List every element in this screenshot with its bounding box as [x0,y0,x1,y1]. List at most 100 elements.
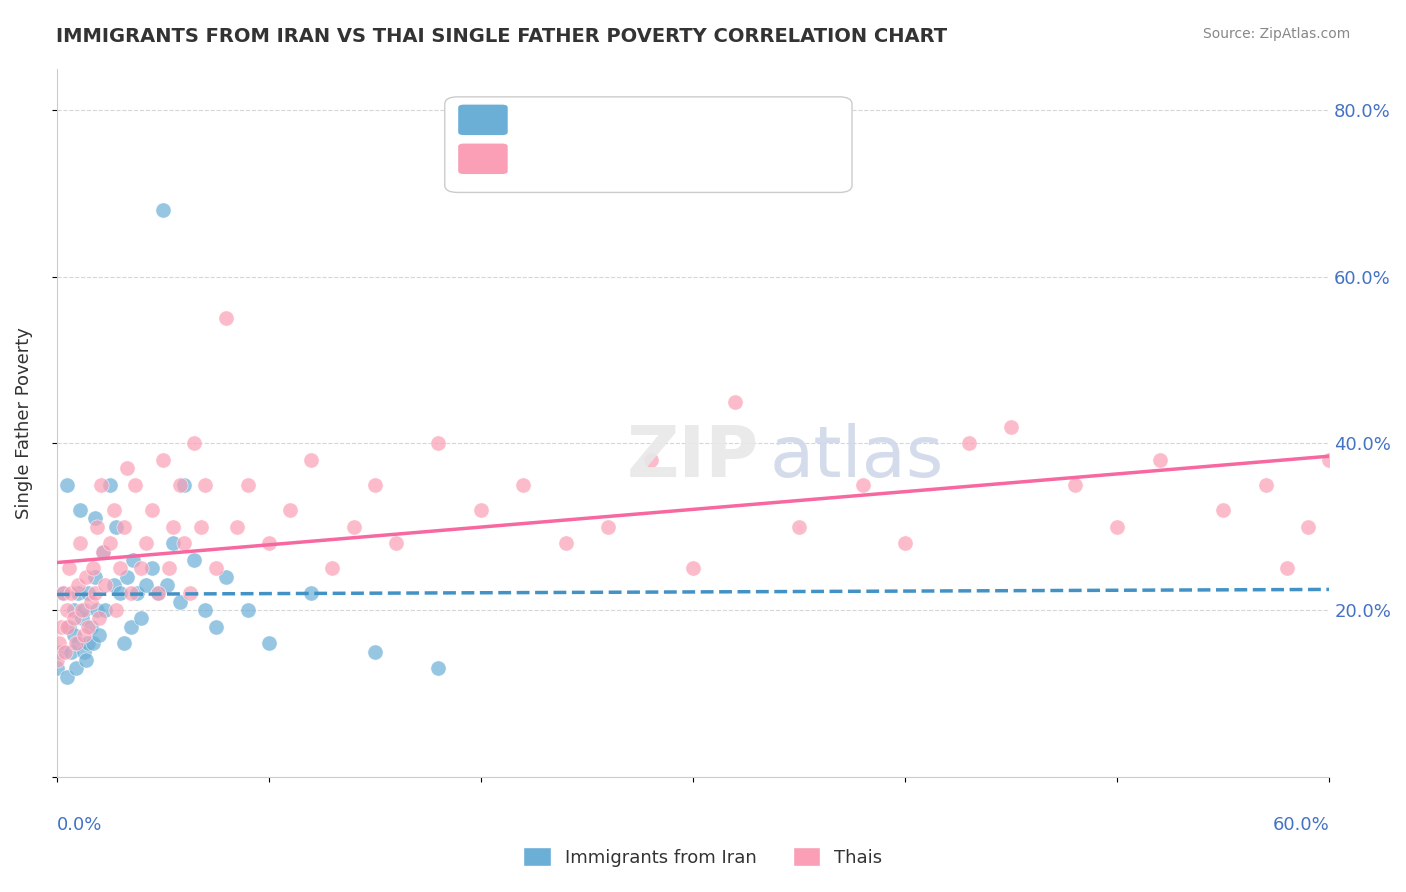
Text: N = 54: N = 54 [661,111,728,128]
Point [257,536,280,550]
Point [1063,478,1085,492]
Point [427,436,450,450]
Point [66,578,89,592]
Point [87,628,110,642]
Point [56,603,79,617]
Point [257,636,280,650]
Point [114,519,136,533]
Point [1403,478,1406,492]
Point [66,586,89,600]
Point [83,570,105,584]
Point [640,453,662,467]
Point [1361,228,1384,243]
Point [173,478,195,492]
Point [94,578,117,592]
Point [83,511,105,525]
Point [179,586,201,600]
Point [1317,453,1340,467]
Point [94,603,117,617]
Point [183,553,205,567]
Point [299,453,322,467]
Point [77,636,100,650]
Point [169,595,191,609]
Legend: Immigrants from Iran, Thais: Immigrants from Iran, Thais [516,840,890,874]
Point [194,478,217,492]
Point [79,595,101,609]
Point [512,478,534,492]
Point [73,628,96,642]
FancyBboxPatch shape [457,143,509,175]
Point [364,645,387,659]
Point [215,311,238,326]
Point [554,536,576,550]
Point [135,578,157,592]
Point [1382,503,1405,517]
Text: R = 0.089: R = 0.089 [522,111,612,128]
Point [114,636,136,650]
Point [52,586,75,600]
Point [110,586,132,600]
Point [236,603,259,617]
Text: atlas: atlas [769,424,943,492]
Point [60,645,83,659]
Point [131,561,153,575]
Point [91,544,114,558]
Point [183,436,205,450]
Point [48,636,70,650]
Point [56,670,79,684]
Point [49,620,72,634]
Point [596,519,619,533]
Point [62,628,84,642]
Point [73,603,96,617]
Point [169,478,191,492]
Point [62,603,84,617]
Text: IMMIGRANTS FROM IRAN VS THAI SINGLE FATHER POVERTY CORRELATION CHART: IMMIGRANTS FROM IRAN VS THAI SINGLE FATH… [56,27,948,45]
Point [90,478,112,492]
Point [45,653,67,667]
Point [162,519,184,533]
Point [204,561,226,575]
Point [724,394,747,409]
Point [148,586,170,600]
Point [152,203,174,218]
Point [65,636,87,650]
Point [58,620,80,634]
Y-axis label: Single Father Poverty: Single Father Poverty [15,326,32,518]
Point [364,478,387,492]
Point [70,603,93,617]
Point [86,519,108,533]
Text: Source: ZipAtlas.com: Source: ZipAtlas.com [1202,27,1350,41]
Point [204,620,226,634]
FancyBboxPatch shape [444,97,852,193]
Point [105,519,128,533]
Point [173,536,195,550]
Point [852,478,875,492]
Point [385,536,408,550]
Point [787,519,810,533]
Point [103,503,125,517]
Point [1000,419,1022,434]
Point [342,519,364,533]
Point [120,586,142,600]
Point [1340,503,1362,517]
Point [427,661,450,675]
Point [91,544,114,558]
Point [86,603,108,617]
Text: 0.0%: 0.0% [56,815,103,833]
Point [79,620,101,634]
Point [73,645,96,659]
Point [70,611,93,625]
Point [82,561,104,575]
Point [52,586,75,600]
Point [58,561,80,575]
Point [131,611,153,625]
Point [225,519,247,533]
Point [236,478,259,492]
Point [77,586,100,600]
Point [1107,519,1129,533]
Point [162,536,184,550]
Point [82,636,104,650]
Point [53,645,76,659]
Point [83,586,105,600]
Point [135,536,157,550]
